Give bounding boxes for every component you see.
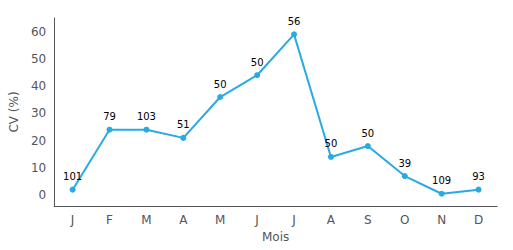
svg-text:A: A	[179, 213, 188, 227]
svg-text:D: D	[474, 213, 483, 227]
svg-text:56: 56	[288, 16, 301, 27]
svg-text:50: 50	[31, 52, 46, 66]
svg-text:A: A	[327, 213, 336, 227]
svg-text:10: 10	[31, 161, 46, 175]
svg-text:50: 50	[361, 128, 374, 139]
svg-text:60: 60	[31, 25, 46, 39]
svg-text:J: J	[70, 213, 75, 227]
svg-text:40: 40	[31, 79, 46, 93]
svg-text:CV (%): CV (%)	[7, 91, 21, 132]
svg-text:M: M	[141, 213, 151, 227]
svg-text:50: 50	[325, 138, 338, 149]
svg-text:93: 93	[472, 171, 485, 182]
svg-text:F: F	[106, 213, 113, 227]
svg-text:S: S	[364, 213, 372, 227]
svg-text:79: 79	[103, 111, 116, 122]
svg-text:103: 103	[137, 111, 156, 122]
svg-text:N: N	[437, 213, 446, 227]
svg-text:Mois: Mois	[262, 230, 289, 244]
svg-text:101: 101	[63, 171, 82, 182]
svg-text:0: 0	[39, 188, 47, 202]
svg-text:J: J	[291, 213, 296, 227]
svg-text:50: 50	[251, 57, 264, 68]
svg-text:39: 39	[398, 158, 411, 169]
svg-text:J: J	[254, 213, 259, 227]
svg-text:50: 50	[214, 79, 227, 90]
svg-text:30: 30	[31, 106, 46, 120]
svg-text:M: M	[215, 213, 225, 227]
svg-text:51: 51	[177, 119, 190, 130]
svg-text:109: 109	[432, 175, 451, 186]
svg-text:20: 20	[31, 134, 46, 148]
svg-text:O: O	[400, 213, 409, 227]
